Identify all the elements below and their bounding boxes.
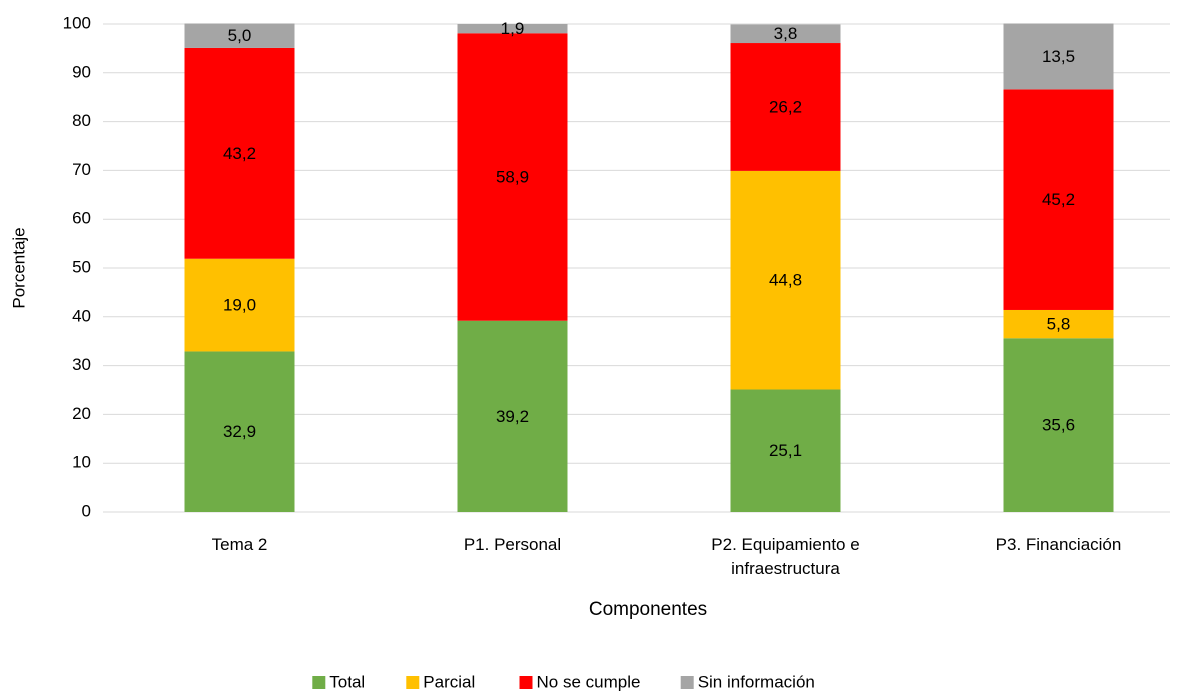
x-tick-label: Tema 2 [211, 535, 268, 554]
legend-swatch [680, 676, 694, 689]
x-tick-label: P2. Equipamiento e infraestructura [711, 535, 860, 578]
data-label: 1,9 [501, 19, 525, 38]
legend-swatch [406, 676, 420, 689]
bar-segment [457, 33, 568, 321]
bar-segment [184, 351, 295, 512]
data-label: 3,8 [774, 24, 798, 43]
data-label: 26,2 [769, 97, 802, 116]
y-tick-label: 70 [72, 160, 91, 179]
legend-label: Sin información [698, 672, 815, 691]
data-label: 5,0 [228, 26, 252, 45]
legend-swatch [312, 676, 326, 689]
bar-segment [184, 23, 295, 48]
bar-segment [1003, 338, 1114, 512]
bar-segment [1003, 309, 1114, 339]
data-label: 43,2 [223, 144, 256, 163]
y-axis-title: Porcentaje [9, 227, 28, 308]
data-label: 44,8 [769, 271, 802, 290]
y-tick-label: 40 [72, 306, 91, 325]
data-label: 35,6 [1042, 416, 1075, 435]
y-tick-label: 90 [72, 62, 91, 81]
data-label: 19,0 [223, 296, 256, 315]
legend-label: Parcial [423, 672, 475, 691]
bar-segment [1003, 23, 1114, 90]
bar-segment [1003, 89, 1114, 310]
data-label: 25,1 [769, 441, 802, 460]
data-label: 32,9 [223, 422, 256, 441]
data-label: 45,2 [1042, 190, 1075, 209]
y-tick-label: 0 [82, 501, 91, 520]
bar-segment [184, 47, 295, 259]
x-axis-title: Componentes [589, 599, 707, 620]
legend-label: Total [329, 672, 365, 691]
y-tick-label: 50 [72, 257, 91, 276]
y-tick-label: 20 [72, 404, 91, 423]
legend-swatch [519, 676, 533, 689]
y-tick-label: 10 [72, 453, 91, 472]
data-label: 5,8 [1047, 315, 1071, 334]
x-tick-label: P1. Personal [463, 535, 562, 554]
bar-segment [730, 170, 841, 390]
data-label: 39,2 [496, 407, 529, 426]
y-tick-label: 100 [63, 13, 91, 32]
x-tick-label: P3. Financiación [995, 535, 1122, 554]
y-tick-label: 60 [72, 209, 91, 228]
y-tick-label: 80 [72, 111, 91, 130]
bar-segment [730, 43, 841, 171]
data-label: 13,5 [1042, 47, 1075, 66]
bar-segment [730, 24, 841, 44]
legend-label: No se cumple [537, 672, 641, 691]
bar-segment [457, 24, 568, 34]
y-tick-label: 30 [72, 355, 91, 374]
data-label: 58,9 [496, 167, 529, 186]
bar-segment [730, 389, 841, 512]
bar-segment [184, 258, 295, 352]
bar-segment [457, 320, 568, 512]
